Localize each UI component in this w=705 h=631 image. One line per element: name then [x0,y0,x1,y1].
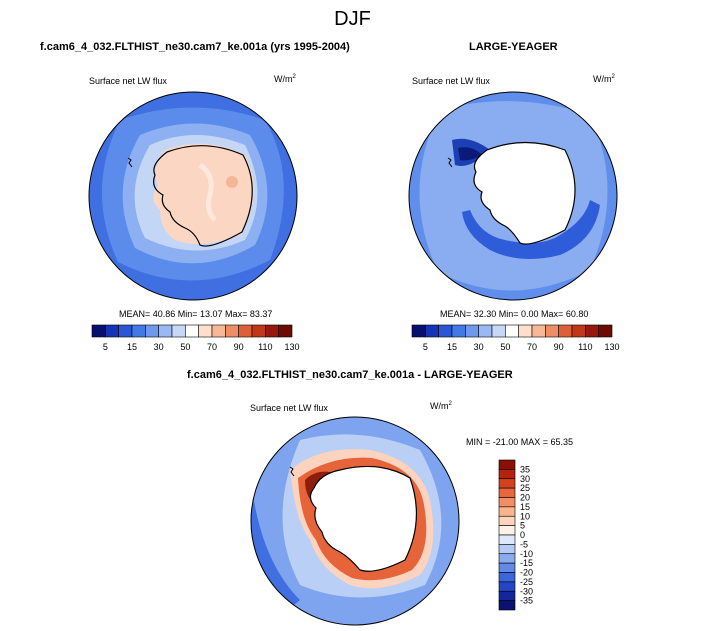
panel3-colorbar-box [498,506,516,517]
panel3-colorbar-tick-label: 30 [520,474,530,484]
panel3-colorbar-box [498,544,516,555]
panel2-variable: Surface net LW flux [412,76,490,86]
panel2-units: W/m2 [593,74,615,84]
panel3-colorbar-box [498,553,516,564]
panel2-title: LARGE-YEAGER [469,41,558,53]
panel2-colorbar-tick-label: 70 [527,342,537,352]
panel2-colorbar-tick-label: 130 [604,342,619,352]
panel1-colorbar: 5 15 30 50 70 90 110 130 [91,324,300,352]
panel3-colorbar-box [498,497,516,508]
panel3-variable: Surface net LW flux [250,403,328,413]
panel1-colorbar-tick-label: 70 [207,342,217,352]
panel1-colorbar-tick-label: 15 [127,342,137,352]
panel3-colorbar-tick-label: -30 [520,586,533,596]
panel3-colorbar-box [498,600,516,611]
panel3-colorbar-tick-label: 20 [520,493,530,503]
panel3-colorbar-box [498,459,516,470]
panel2-colorbar: 5 15 30 50 70 90 110 130 [411,324,620,352]
panel3-colorbar-box [498,478,516,489]
panel3-colorbar-box [498,581,516,592]
panel3-stats: MIN = -21.00 MAX = 65.35 [466,437,574,447]
panel2-colorbar-tick-label: 15 [447,342,457,352]
panel1-title: f.cam6_4_032.FLTHIST_ne30.cam7_ke.001a (… [40,41,350,53]
panel3-colorbar-tick-label: 5 [520,521,525,531]
panel1-colorbar-tick-label: 5 [103,342,108,352]
panel2-colorbar-tick-label: 90 [554,342,564,352]
panel2-colorbar-box [598,324,613,338]
panel3-colorbar-tick-label: 35 [520,464,530,474]
panel3-colorbar-tick-label: 0 [520,530,525,540]
panel1-colorbar-tick-label: 130 [284,342,299,352]
panel3-colorbar-box [498,487,516,498]
panel1-colorbar-tick-label: 30 [154,342,164,352]
panel1-stats: MEAN= 40.86 Min= 13.07 Max= 83.37 [119,309,273,319]
panel3-colorbar-box [498,590,516,601]
panel3-colorbar-tick-label: 10 [520,511,530,521]
panel3-colorbar-tick-label: -25 [520,577,533,587]
panel2-colorbar-tick-label: 110 [578,342,592,352]
panel3-colorbar-tick-label: 25 [520,483,530,493]
panel2-colorbar-tick-label: 5 [423,342,428,352]
panel3-title: f.cam6_4_032.FLTHIST_ne30.cam7_ke.001a -… [187,369,513,381]
panel3-colorbar-box [498,534,516,545]
panel2-colorbar-tick-label: 50 [500,342,510,352]
panel1-units: W/m2 [274,74,296,84]
panel2-stats: MEAN= 32.30 Min= 0.00 Max= 60.80 [440,309,589,319]
panel1-colorbar-box [278,324,293,338]
panel3-colorbar-tick-label: -5 [520,539,528,549]
panel3-colorbar-tick-label: 15 [520,502,530,512]
panel3-colorbar-box [498,525,516,536]
season-title: DJF [334,8,371,30]
panel1-colorbar-tick-label: 90 [234,342,244,352]
panel3-colorbar-box [498,572,516,583]
panel1-colorbar-tick-label: 110 [258,342,272,352]
panel3-colorbar-box [498,515,516,526]
panel3-units: W/m2 [430,401,452,411]
panel3-colorbar-tick-label: -15 [520,558,533,568]
panel3-colorbar-tick-label: -35 [520,596,533,606]
panel1-colorbar-tick-label: 50 [180,342,190,352]
panel2-colorbar-tick-label: 30 [474,342,484,352]
panel3-colorbar-tick-label: -20 [520,568,533,578]
panel3-colorbar-tick-label: -10 [520,549,533,559]
panel1-variable: Surface net LW flux [89,76,167,86]
panel3-colorbar-box [498,562,516,573]
panel3-colorbar-box [498,469,516,480]
